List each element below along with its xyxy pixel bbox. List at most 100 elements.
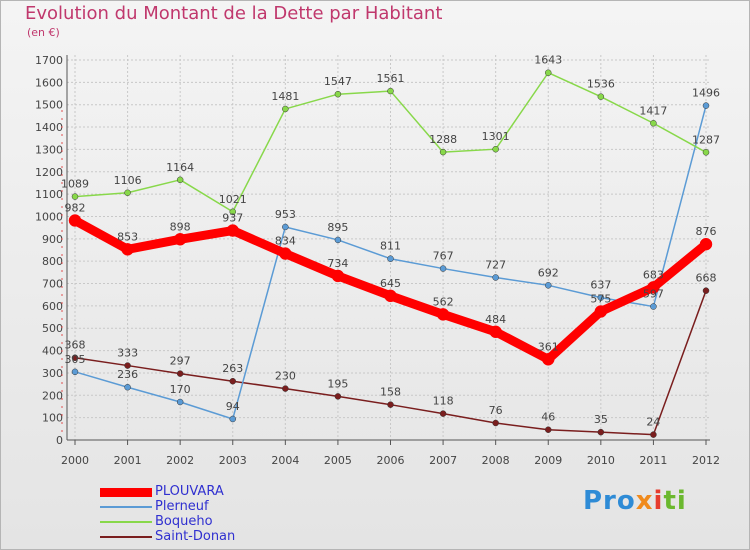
x-tick-label: 2009 <box>534 454 562 467</box>
x-tick-label: 2000 <box>61 454 89 467</box>
data-label: 1547 <box>324 75 352 88</box>
data-point <box>489 325 502 339</box>
data-label: 46 <box>541 411 555 424</box>
data-point <box>545 282 552 289</box>
data-label: 484 <box>485 313 506 326</box>
legend-swatch <box>100 487 152 497</box>
data-label: 1561 <box>377 72 405 85</box>
data-point <box>226 224 239 237</box>
data-label: 953 <box>275 208 296 221</box>
data-point <box>699 237 713 251</box>
data-label: 767 <box>433 250 454 263</box>
data-point <box>71 354 79 361</box>
data-point <box>439 265 447 272</box>
data-label: 982 <box>65 201 86 214</box>
legend-swatch <box>100 506 152 508</box>
data-label: 1287 <box>692 133 720 146</box>
data-point <box>597 294 605 301</box>
data-point <box>545 426 552 433</box>
data-point <box>229 208 236 216</box>
data-label: 1288 <box>429 133 457 146</box>
data-label: 361 <box>538 340 559 353</box>
data-point <box>597 428 605 436</box>
data-point <box>702 102 710 109</box>
y-tick-label: 700 <box>42 278 63 291</box>
x-tick-label: 2012 <box>692 454 720 467</box>
data-label: 853 <box>117 230 138 243</box>
x-tick-label: 2005 <box>324 454 352 467</box>
data-point <box>650 303 657 310</box>
data-point <box>71 193 79 200</box>
data-point <box>387 401 394 408</box>
data-labels: 982 853 898 937 834 734 645 562 484 361 575 683 876 3… <box>61 54 720 429</box>
data-label: 1089 <box>61 178 89 191</box>
data-label: 236 <box>117 368 138 381</box>
y-tick-label: 800 <box>42 255 63 268</box>
x-tick-label: 2004 <box>271 454 299 467</box>
data-point <box>545 69 552 76</box>
data-point <box>384 289 397 303</box>
legend-swatch <box>100 521 152 523</box>
data-point <box>334 236 342 244</box>
logo-part: x <box>635 486 654 516</box>
chart-unit-label: (en €) <box>27 26 60 39</box>
data-point <box>282 223 289 231</box>
data-point <box>387 87 394 95</box>
data-label: 1643 <box>534 54 562 67</box>
data-label: 727 <box>485 258 506 271</box>
logo-part: ti <box>663 486 687 516</box>
y-tick-label: 100 <box>42 412 63 425</box>
data-point <box>492 274 499 281</box>
data-point <box>176 370 184 377</box>
y-tick-label: 500 <box>42 322 63 335</box>
data-label: 263 <box>222 362 243 375</box>
data-point <box>650 431 657 438</box>
y-tick-label: 200 <box>42 389 63 402</box>
data-label: 562 <box>433 295 454 308</box>
y-tick-label: 600 <box>42 300 63 313</box>
data-label: 876 <box>696 225 717 238</box>
data-label: 898 <box>170 220 191 233</box>
data-point <box>597 93 605 100</box>
data-label: 1301 <box>482 130 510 143</box>
proxiti-logo: Proxiti <box>583 486 687 516</box>
data-label: 158 <box>380 386 401 399</box>
x-tick-label: 2011 <box>639 454 667 467</box>
data-point <box>439 148 447 156</box>
data-point <box>439 410 447 417</box>
x-tick-label: 2003 <box>219 454 247 467</box>
data-label: 668 <box>696 272 717 285</box>
data-label: 94 <box>226 400 240 413</box>
data-label: 195 <box>327 377 348 390</box>
data-point <box>492 145 499 153</box>
y-tick-label: 1400 <box>35 121 63 134</box>
data-point <box>282 105 289 113</box>
data-label: 333 <box>117 347 138 360</box>
data-point <box>121 243 134 256</box>
data-label: 230 <box>275 370 296 383</box>
data-point <box>647 281 660 294</box>
data-label: 937 <box>222 212 243 225</box>
data-point <box>279 247 292 260</box>
data-label: 1481 <box>271 90 299 103</box>
x-tick-label: 2006 <box>377 454 405 467</box>
data-point <box>436 308 450 321</box>
data-label: 811 <box>380 240 401 253</box>
legend-swatch <box>100 536 152 538</box>
data-label: 1106 <box>114 174 142 187</box>
data-label: 895 <box>327 221 348 234</box>
data-point <box>229 377 236 385</box>
data-point <box>124 383 131 391</box>
y-tick-label: 400 <box>42 345 63 358</box>
data-point <box>124 189 131 197</box>
y-tick-label: 1000 <box>35 210 63 223</box>
data-label: 734 <box>327 257 348 270</box>
y-tick-label: 1600 <box>35 76 63 89</box>
data-point <box>334 90 342 98</box>
x-tick-label: 2007 <box>429 454 457 467</box>
data-point <box>702 287 710 294</box>
x-tick-label: 2010 <box>587 454 615 467</box>
data-point <box>173 233 187 246</box>
data-label: 683 <box>643 268 664 281</box>
data-point <box>334 393 342 400</box>
